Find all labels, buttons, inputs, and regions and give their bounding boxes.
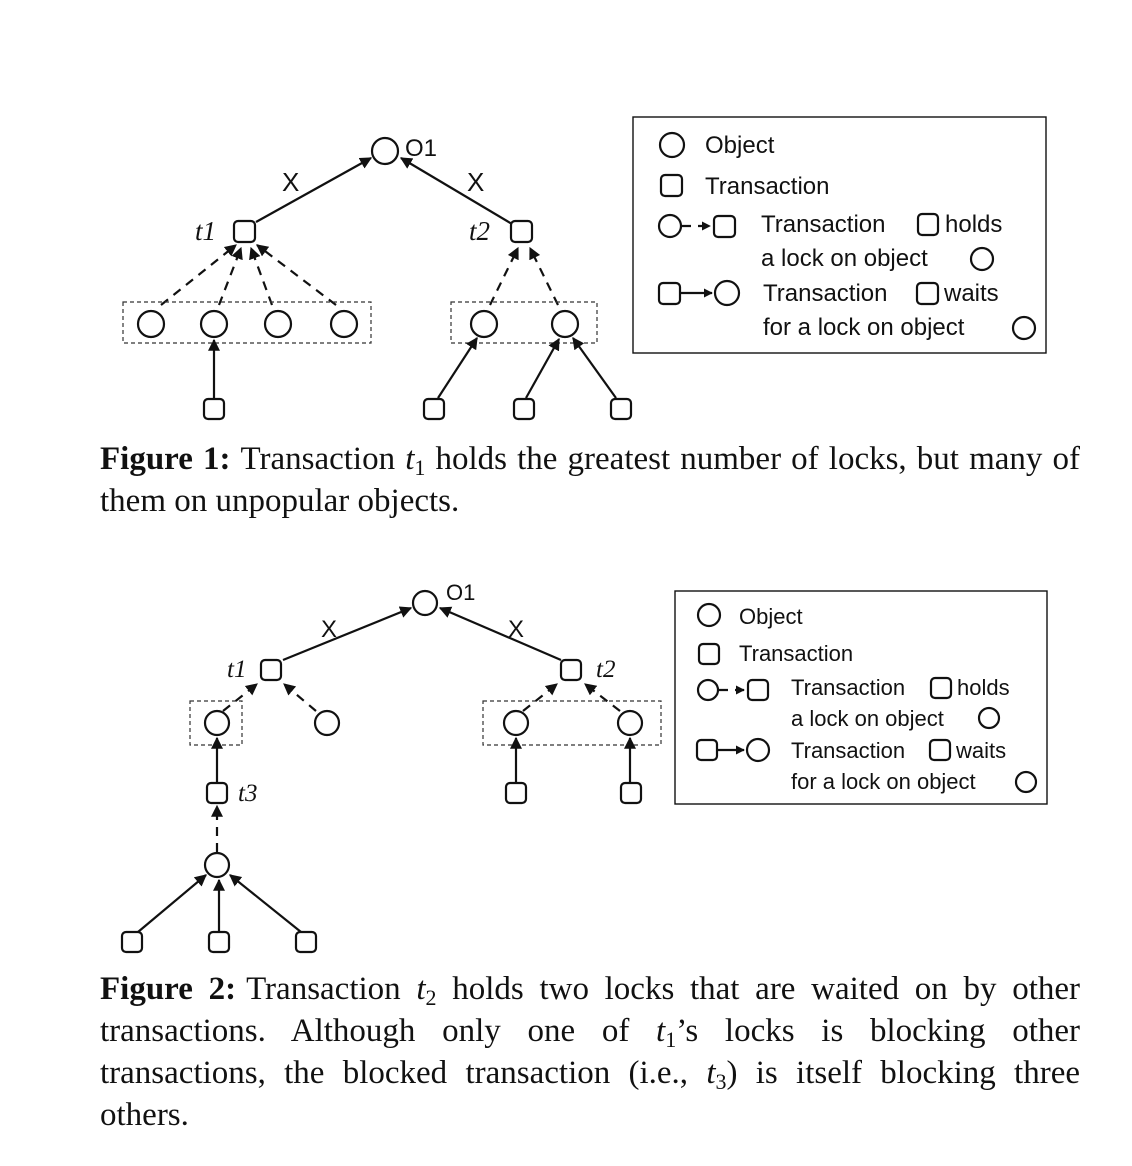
legend-object-icon xyxy=(658,131,686,159)
legend-holds-text-a: Transaction xyxy=(761,211,886,238)
figure1-diagram: X X O1 t1 t2 xyxy=(122,135,633,421)
object xyxy=(502,709,530,737)
object xyxy=(469,309,499,339)
transaction xyxy=(609,397,633,421)
edge-label-x-left: X xyxy=(282,167,299,197)
caption-text: Transaction xyxy=(246,971,417,1007)
legend-holds-object-icon xyxy=(657,213,683,239)
t2-label: t2 xyxy=(596,656,615,683)
edge-t2-o1 xyxy=(399,157,513,225)
legend-transaction-icon xyxy=(697,642,721,666)
figure2-diagram: X X O1 t1 t2 t3 xyxy=(120,580,662,954)
legend-waits-text-a: Transaction xyxy=(791,738,905,763)
legend-holds-transaction-icon xyxy=(712,214,737,239)
transaction-icon xyxy=(929,676,953,700)
transaction xyxy=(512,397,536,421)
legend-holds-text-line2: a lock on object xyxy=(791,706,944,731)
transaction-t1 xyxy=(259,658,283,682)
legend-waits-text-b: waits xyxy=(955,738,1006,763)
t1-label: t1 xyxy=(195,216,216,246)
transaction xyxy=(422,397,446,421)
figure1-caption: Figure 1: Transaction t1 holds the greate… xyxy=(100,438,1080,522)
transaction-icon xyxy=(928,738,952,762)
object xyxy=(329,309,359,339)
object-o1 xyxy=(370,136,400,166)
t2-label: t2 xyxy=(469,216,490,246)
figure2-caption: Figure 2: Transaction t2 holds two locks … xyxy=(100,968,1080,1136)
legend-waits-text-line2: for a lock on object xyxy=(791,769,976,794)
legend-holds-text-b: holds xyxy=(957,675,1010,700)
caption-text: holds two locks that are waited on by ot… xyxy=(100,971,1081,1049)
transaction-t2 xyxy=(559,658,583,682)
figure1-caption-label: Figure 1: xyxy=(100,441,231,477)
caption-text: ’s locks is blocking other transactions,… xyxy=(100,1013,1080,1091)
object-o1 xyxy=(411,589,439,617)
transaction xyxy=(202,397,226,421)
object xyxy=(313,709,341,737)
transaction xyxy=(504,781,528,805)
edge-label-x-right: X xyxy=(467,167,484,197)
legend-waits-object-icon xyxy=(713,279,741,307)
t3-label: t3 xyxy=(238,780,257,807)
object xyxy=(550,309,580,339)
legend-holds-transaction-icon xyxy=(746,678,770,702)
object xyxy=(136,309,166,339)
caption-text: Transaction xyxy=(240,441,406,477)
object xyxy=(199,309,229,339)
legend-object-icon xyxy=(696,602,722,628)
legend-holds-text-b: holds xyxy=(945,211,1002,238)
caption-subscript: 1 xyxy=(414,455,426,480)
legend-waits-text-b: waits xyxy=(943,280,999,307)
caption-text: holds the greatest number of locks, but … xyxy=(100,441,1080,519)
t1-label: t1 xyxy=(227,656,246,683)
legend-transaction-label: Transaction xyxy=(739,641,853,666)
root-label: O1 xyxy=(405,135,437,162)
transaction-icon xyxy=(915,281,940,306)
caption-variable: t xyxy=(405,441,415,477)
transaction-t1 xyxy=(232,219,257,244)
legend-waits-text-a: Transaction xyxy=(763,280,888,307)
edge-label-x-left: X xyxy=(321,616,337,643)
legend-holds-text-a: Transaction xyxy=(791,675,905,700)
object xyxy=(203,709,231,737)
figure2-legend: Object Transaction Transaction holds a l… xyxy=(674,590,1048,805)
object-icon xyxy=(977,706,1001,730)
legend-waits-transaction-icon xyxy=(695,738,719,762)
caption-subscript: 3 xyxy=(715,1069,727,1094)
legend-transaction-label: Transaction xyxy=(705,173,830,200)
transaction-t3 xyxy=(205,781,229,805)
figure1-legend: Object Transaction Transaction holds a l… xyxy=(632,116,1047,354)
caption-subscript: 2 xyxy=(425,985,437,1010)
object xyxy=(616,709,644,737)
object-icon xyxy=(1011,315,1037,341)
caption-variable: t xyxy=(656,1013,666,1049)
legend-waits-text-line2: for a lock on object xyxy=(763,314,965,341)
transaction-icon xyxy=(916,212,940,237)
transaction xyxy=(294,930,318,954)
legend-waits-transaction-icon xyxy=(657,281,682,306)
transaction xyxy=(619,781,643,805)
caption-text: ) is itself blocking three others. xyxy=(100,1055,1080,1133)
caption-subscript: 1 xyxy=(665,1027,677,1052)
object xyxy=(263,309,293,339)
object xyxy=(203,851,231,879)
legend-holds-text-line2: a lock on object xyxy=(761,245,928,272)
legend-transaction-icon xyxy=(659,173,684,198)
root-label: O1 xyxy=(446,580,475,605)
legend-object-label: Object xyxy=(739,604,803,629)
transaction xyxy=(207,930,231,954)
figure2-caption-label: Figure 2: xyxy=(100,971,237,1007)
caption-variable: t xyxy=(416,971,426,1007)
transaction-t2 xyxy=(509,219,534,244)
object-icon xyxy=(969,246,995,272)
legend-object-label: Object xyxy=(705,132,775,159)
transaction xyxy=(120,930,144,954)
edge-t1-o1 xyxy=(255,157,373,223)
legend-waits-object-icon xyxy=(745,737,771,763)
object-icon xyxy=(1014,770,1038,794)
caption-variable: t xyxy=(706,1055,716,1091)
edge-label-x-right: X xyxy=(508,616,524,643)
legend-holds-object-icon xyxy=(696,678,720,702)
